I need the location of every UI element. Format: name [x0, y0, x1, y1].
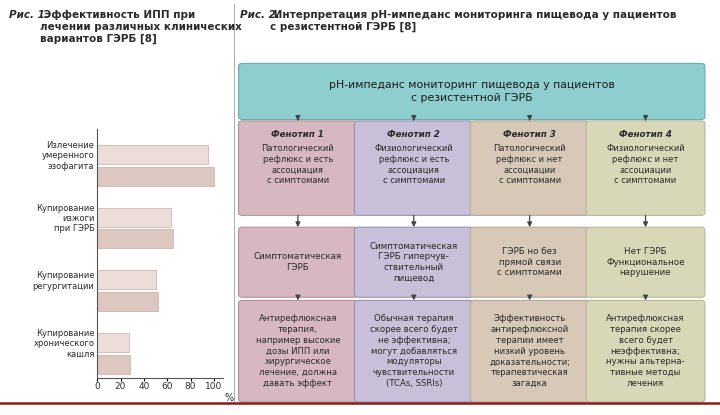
Text: рН-импеданс мониторинг пищевода у пациентов
с резистентной ГЭРБ: рН-импеданс мониторинг пищевода у пациен… [329, 80, 615, 103]
Text: Физиологический
рефлюкс и нет
ассоциации
с симптомами: Физиологический рефлюкс и нет ассоциации… [606, 144, 685, 185]
Text: Обычная терапия
скорее всего будет
не эффективна;
могут добавляться
модуляторы
ч: Обычная терапия скорее всего будет не эф… [370, 315, 458, 388]
Text: Фенотип 2: Фенотип 2 [387, 130, 440, 139]
Text: Эффективность ИПП при
лечении различных клинических
вариантов ГЭРБ [8]: Эффективность ИПП при лечении различных … [40, 10, 241, 44]
FancyBboxPatch shape [470, 300, 589, 402]
Bar [97, 354, 130, 374]
Bar [97, 292, 158, 311]
Text: ГЭРБ но без
прямой связи
с симптомами: ГЭРБ но без прямой связи с симптомами [498, 247, 562, 278]
Text: Симптоматическая
ГЭРБ: Симптоматическая ГЭРБ [254, 252, 342, 272]
Text: Физиологический
рефлюкс и есть
ассоциация
с симптомами: Физиологический рефлюкс и есть ассоциаци… [374, 144, 453, 185]
Text: Патологический
рефлюкс и есть
ассоциация
с симптомами: Патологический рефлюкс и есть ассоциация… [261, 144, 334, 185]
Text: Рис. 2.: Рис. 2. [240, 10, 279, 20]
Bar [97, 333, 129, 352]
Text: Рис. 1.: Рис. 1. [9, 10, 48, 20]
FancyBboxPatch shape [586, 121, 705, 215]
Bar [97, 145, 208, 164]
Text: Фенотип 4: Фенотип 4 [619, 130, 672, 139]
Text: Антирефлюксная
терапия,
например высокие
дозы ИПП или
хирургическое
лечение, дол: Антирефлюксная терапия, например высокие… [256, 315, 341, 388]
FancyBboxPatch shape [238, 300, 357, 402]
FancyBboxPatch shape [586, 300, 705, 402]
FancyBboxPatch shape [586, 227, 705, 297]
Text: Симптоматическая
ГЭРБ гиперчув-
ствительный
пищевод: Симптоматическая ГЭРБ гиперчув- ствитель… [369, 242, 458, 283]
X-axis label: %: % [225, 393, 234, 403]
Text: Фенотип 3: Фенотип 3 [503, 130, 556, 139]
Text: Антирефлюксная
терапия скорее
всего будет
неэффективна;
нужны альтерна-
тивные м: Антирефлюксная терапия скорее всего буде… [606, 315, 685, 388]
Text: Фенотип 1: Фенотип 1 [271, 130, 325, 139]
FancyBboxPatch shape [354, 227, 473, 297]
Bar [97, 167, 214, 186]
FancyBboxPatch shape [470, 121, 589, 215]
Text: Эффективность
антирефлюксной
терапии имеет
низкий уровень
доказательности;
терап: Эффективность антирефлюксной терапии име… [489, 315, 570, 388]
Bar [97, 270, 156, 289]
FancyBboxPatch shape [354, 300, 473, 402]
FancyBboxPatch shape [238, 227, 357, 297]
Text: Нет ГЭРБ
Функциональное
нарушение: Нет ГЭРБ Функциональное нарушение [606, 247, 685, 278]
Text: Патологический
рефлюкс и нет
ассоциации
с симптомами: Патологический рефлюкс и нет ассоциации … [493, 144, 566, 185]
FancyBboxPatch shape [238, 63, 705, 120]
FancyBboxPatch shape [354, 121, 473, 215]
Bar [97, 229, 173, 249]
FancyBboxPatch shape [470, 227, 589, 297]
Text: Интерпретация рН-импеданс мониторинга пищевода у пациентов
с резистентной ГЭРБ [: Интерпретация рН-импеданс мониторинга пи… [270, 10, 677, 32]
Bar [97, 208, 171, 227]
FancyBboxPatch shape [238, 121, 357, 215]
